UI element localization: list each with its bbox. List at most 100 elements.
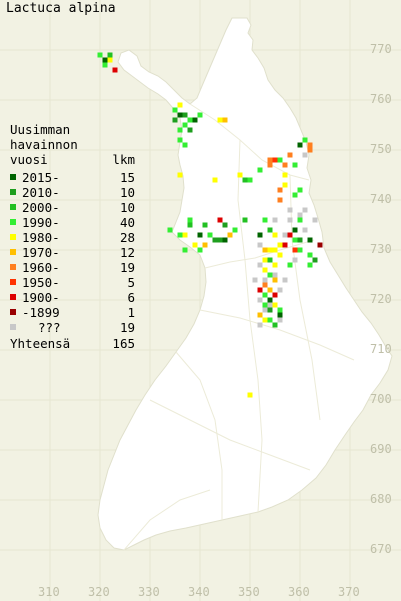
observation-marker	[257, 242, 263, 248]
y-tick-label: 700	[370, 392, 392, 406]
legend-row: 2010- 10	[10, 185, 135, 200]
observation-marker	[272, 262, 278, 268]
observation-marker	[177, 232, 183, 238]
observation-marker	[257, 167, 263, 173]
observation-marker	[212, 237, 218, 243]
x-tick-label: 320	[88, 585, 110, 599]
observation-marker	[227, 232, 233, 238]
observation-marker	[192, 242, 198, 248]
observation-marker	[267, 257, 273, 263]
legend-swatch	[10, 294, 16, 300]
observation-marker	[257, 287, 263, 293]
observation-marker	[277, 317, 283, 323]
observation-marker	[177, 172, 183, 178]
legend-swatch	[10, 189, 16, 195]
observation-marker	[172, 107, 178, 113]
observation-marker	[237, 172, 243, 178]
legend-label: 2000-	[22, 200, 60, 215]
observation-marker	[187, 117, 193, 123]
observation-marker	[197, 247, 203, 253]
observation-marker	[177, 102, 183, 108]
observation-marker	[192, 117, 198, 123]
legend-swatch	[10, 324, 16, 330]
x-tick-label: 360	[288, 585, 310, 599]
legend-row: 2015- 15	[10, 170, 135, 185]
observation-marker	[107, 57, 113, 63]
legend-swatch	[10, 264, 16, 270]
observation-marker	[197, 112, 203, 118]
observation-marker	[272, 272, 278, 278]
legend-count: 6	[127, 290, 135, 305]
observation-marker	[182, 232, 188, 238]
legend-count: 15	[119, 170, 135, 185]
observation-marker	[277, 187, 283, 193]
observation-marker	[292, 192, 298, 198]
legend-label: 1980-	[22, 230, 60, 245]
observation-marker	[202, 242, 208, 248]
observation-marker	[272, 302, 278, 308]
observation-marker	[272, 247, 278, 253]
legend-total-count: 165	[112, 336, 135, 351]
observation-marker	[307, 237, 313, 243]
observation-marker	[242, 177, 248, 183]
observation-marker	[222, 222, 228, 228]
observation-marker	[292, 237, 298, 243]
observation-marker	[277, 252, 283, 258]
observation-marker	[102, 62, 108, 68]
observation-marker	[167, 227, 173, 233]
legend-row: 1980- 28	[10, 230, 135, 245]
legend-label: 1990-	[22, 215, 60, 230]
x-tick-label: 370	[338, 585, 360, 599]
legend-row: 1990- 40	[10, 215, 135, 230]
observation-marker	[262, 282, 268, 288]
legend-swatch	[10, 249, 16, 255]
observation-marker	[272, 157, 278, 163]
observation-marker	[217, 237, 223, 243]
observation-marker	[187, 222, 193, 228]
observation-marker	[232, 227, 238, 233]
y-tick-label: 760	[370, 92, 392, 106]
legend-label: 1960-	[22, 260, 60, 275]
legend-count: 10	[119, 200, 135, 215]
observation-marker	[292, 162, 298, 168]
observation-marker	[267, 297, 273, 303]
observation-marker	[257, 312, 263, 318]
observation-marker	[262, 217, 268, 223]
observation-marker	[267, 287, 273, 293]
observation-marker	[287, 152, 293, 158]
observation-marker	[182, 122, 188, 128]
legend-heading-line2: havainnon	[10, 137, 78, 152]
observation-marker	[272, 217, 278, 223]
observation-marker	[187, 217, 193, 223]
observation-marker	[97, 52, 103, 58]
observation-marker	[272, 322, 278, 328]
observation-marker	[272, 277, 278, 283]
observation-marker	[212, 177, 218, 183]
observation-marker	[207, 232, 213, 238]
observation-marker	[302, 152, 308, 158]
province-borders	[123, 103, 355, 551]
y-tick-label: 770	[370, 42, 392, 56]
observation-marker	[217, 217, 223, 223]
observation-marker	[292, 257, 298, 263]
observation-marker	[317, 242, 323, 248]
observation-marker	[262, 317, 268, 323]
observation-marker	[262, 277, 268, 283]
observation-markers	[97, 52, 323, 398]
observation-marker	[302, 227, 308, 233]
observation-marker	[282, 162, 288, 168]
y-tick-label: 680	[370, 492, 392, 506]
observation-marker	[307, 252, 313, 258]
y-tick-label: 670	[370, 542, 392, 556]
observation-marker	[287, 207, 293, 213]
x-tick-label: 340	[188, 585, 210, 599]
y-tick-label: 730	[370, 242, 392, 256]
observation-marker	[217, 117, 223, 123]
observation-marker	[257, 232, 263, 238]
observation-marker	[297, 212, 303, 218]
observation-marker	[312, 257, 318, 263]
observation-marker	[112, 67, 118, 73]
observation-marker	[312, 217, 318, 223]
observation-marker	[272, 292, 278, 298]
